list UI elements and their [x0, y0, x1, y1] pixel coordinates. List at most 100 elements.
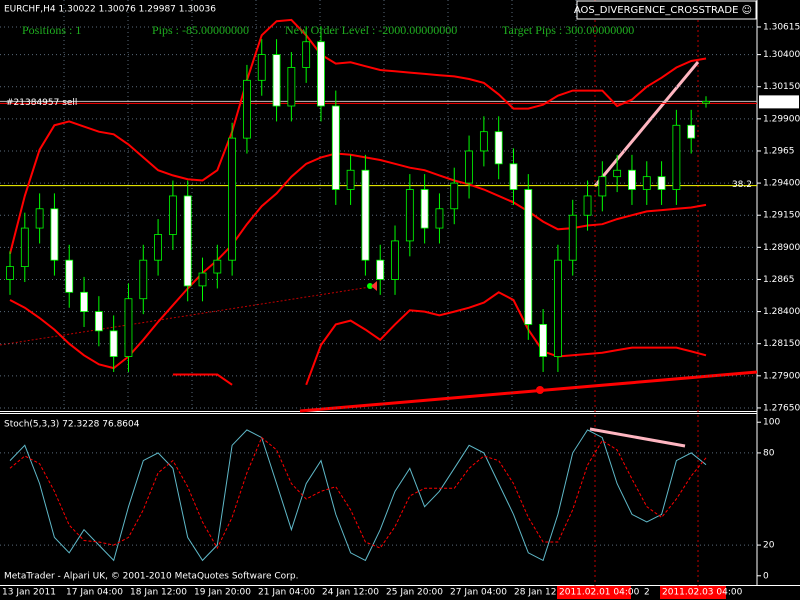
- stoch-title: Stoch(5,3,3) 72.3228 76.8604: [4, 420, 140, 430]
- candle-body: [494, 131, 503, 165]
- candle-body: [154, 234, 162, 261]
- candle-body: [198, 272, 207, 287]
- symbol-title: EURCHF,H4 1.30022 1.30076 1.29987 1.3003…: [4, 5, 216, 15]
- candle-body: [554, 259, 562, 357]
- y-tick-label: 1.2865: [763, 275, 795, 285]
- candle-body: [213, 259, 222, 274]
- candle-body: [183, 195, 192, 287]
- candle-body: [317, 41, 325, 107]
- candle-body: [124, 298, 133, 357]
- footer: MetaTrader - Alpari UK, © 2001-2010 Meta…: [4, 572, 298, 582]
- x-tick-label: 17 Jan 04:00: [66, 588, 123, 598]
- candle-body: [50, 208, 59, 261]
- y-tick-label: 1.28900: [763, 243, 800, 253]
- candle-body: [568, 214, 577, 261]
- stoch-line: [9, 429, 707, 562]
- info-text: Pips : -85.00000000: [152, 23, 249, 37]
- candle-body: [376, 259, 385, 280]
- y-tick-label: 1.30150: [763, 82, 800, 92]
- price-divergence-line: [593, 61, 700, 187]
- candle-body: [598, 176, 607, 197]
- candle-body: [479, 131, 488, 152]
- band-line: [9, 152, 707, 370]
- y-tick-label: 1.28400: [763, 307, 800, 317]
- y-tick-label: 80: [763, 448, 775, 458]
- marked-time-label: 2: [644, 588, 650, 598]
- y-tick-label: 1.27650: [763, 403, 800, 413]
- candle-body: [243, 79, 251, 139]
- x-tick-label: 18 Jan 12:00: [130, 588, 187, 598]
- x-tick-label: 24 Jan 12:00: [322, 588, 379, 598]
- candle-body: [613, 169, 622, 178]
- candle-body: [228, 137, 237, 261]
- candle-body: [450, 182, 459, 210]
- candle-body: [642, 176, 651, 190]
- candle-body: [509, 163, 518, 190]
- order-label: #21384957 sell: [6, 98, 77, 108]
- info-text: New Order Level : -2000.00000000: [285, 23, 457, 37]
- candle-body: [65, 259, 74, 293]
- bid-label: 1.30036: [762, 98, 799, 108]
- entry-marker: [367, 283, 373, 289]
- x-tick-label: 13 Jan 2011: [2, 588, 56, 598]
- y-tick-label: 0: [763, 571, 769, 581]
- marked-time-box: [557, 586, 631, 599]
- y-tick-label: 20: [763, 541, 775, 551]
- y-tick-label: 1.30400: [763, 50, 800, 60]
- candle-body: [583, 195, 592, 216]
- candle-body: [405, 189, 414, 242]
- info-text: Target Pips : 300.00000000: [502, 23, 634, 37]
- candle-body: [287, 67, 296, 107]
- x-tick-label: 21 Jan 04:00: [258, 588, 315, 598]
- indicator-name: AOS_DIVERGENCE_CROSSTRADE ☺: [574, 5, 752, 16]
- candle-body: [628, 169, 636, 190]
- candle-body: [331, 105, 340, 190]
- y-tick-label: 1.30615: [763, 22, 800, 32]
- candle-body: [94, 311, 103, 332]
- candle-body: [80, 291, 88, 312]
- candle-body: [539, 324, 548, 357]
- y-tick-label: 100: [763, 418, 780, 428]
- candle-body: [465, 150, 473, 184]
- y-tick-label: 1.28150: [763, 339, 800, 349]
- y-tick-label: 1.2965: [763, 146, 795, 156]
- candle-body: [524, 189, 533, 325]
- band-line: [172, 291, 707, 386]
- bid-box: [759, 95, 799, 109]
- candle-body: [346, 169, 355, 190]
- order-trace: [0, 286, 371, 346]
- candle-body: [272, 54, 281, 107]
- price-panel: [0, 0, 757, 410]
- info-text: Positions : 1: [22, 23, 81, 37]
- candle-body: [672, 124, 681, 190]
- x-tick-label: 27 Jan 04:00: [450, 588, 507, 598]
- marked-time-label: 2011.02.03 04:00: [662, 588, 743, 598]
- candle-body: [302, 41, 311, 68]
- y-tick-label: 1.29900: [763, 114, 800, 124]
- candle-body: [20, 227, 29, 268]
- entry-arrow: [371, 281, 377, 291]
- marked-time-label: 2011.02.01 04:00: [559, 588, 640, 598]
- candle-body: [391, 240, 399, 280]
- candle-body: [168, 195, 177, 235]
- y-tick-label: 1.29400: [763, 179, 800, 189]
- x-tick-label: 25 Jan 20:00: [386, 588, 443, 598]
- candle-body: [6, 266, 14, 280]
- candle-body: [657, 176, 666, 190]
- y-tick-label: 1.27900: [763, 371, 800, 381]
- indicator-box: [576, 0, 757, 20]
- y-tick-label: 1.29150: [763, 211, 800, 221]
- signal-dot: [536, 386, 544, 394]
- candle-body: [687, 124, 696, 139]
- candle-body: [420, 189, 429, 229]
- x-tick-label: 28 Jan 12:00: [514, 588, 571, 598]
- candle-body: [139, 259, 148, 300]
- trend-line: [299, 370, 758, 413]
- candle-body: [109, 330, 118, 357]
- x-tick-label: 19 Jan 20:00: [194, 588, 251, 598]
- candle-body: [35, 208, 44, 229]
